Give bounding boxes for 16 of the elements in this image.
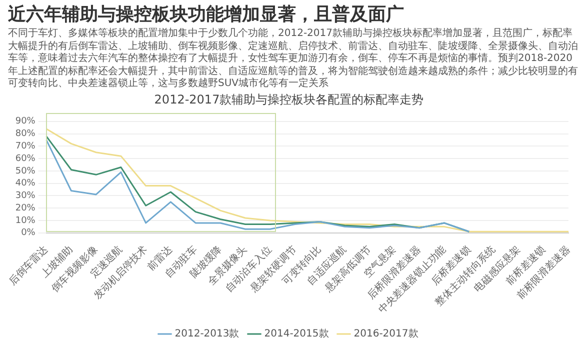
chart-title: 近六年辅助与操控板块功能增加显著，且普及面广 xyxy=(8,4,405,26)
text: 2012-2017款辅助与操控板块各配置的标配率走势 xyxy=(154,92,424,106)
y-tick-label: 50% xyxy=(15,166,36,176)
legend-label: 2016-2017款 xyxy=(354,328,418,340)
legend-label: 2014-2015款 xyxy=(264,328,329,340)
y-tick-label: 10% xyxy=(15,215,36,226)
chart-subtitle: 不同于车灯、多媒体等板块的配置增加集中于少数几个功能，2012-2017款辅助与操控板块标配率增加显著，且范围广，标配率大幅提升的有后倒车雷达、上坡辅助、倒车视频影像、定速巡航、启停技术、前雷达、自动驻车、陡坡缓降、全景摄像头、自动泊车等，意味着过去六年汽车的整体操控有了大幅提升，女性驾车更加游刃有余，倒车、停车不再是烦恼的事情。预判2018-2020年上述配置的标配率还会大幅提升，其中前雷达、自适应巡航等的普及，将为智能驾驶创造越来越成熟的条件；减少比较明显的有可变转向比、中央差速器锁止等，这与多数越野SUV城市化等有一定关系 xyxy=(8,28,579,90)
y-tick-label: 80% xyxy=(15,128,36,139)
y-tick-label: 20% xyxy=(15,202,36,213)
y-tick-label: 90% xyxy=(15,116,36,126)
y-tick-label: 30% xyxy=(15,190,36,201)
y-tick-label: 40% xyxy=(15,178,36,188)
legend-label: 2012-2013款 xyxy=(174,328,240,340)
y-tick-label: 0% xyxy=(21,228,36,238)
y-tick-label: 70% xyxy=(15,141,36,152)
y-tick-label: 60% xyxy=(15,153,36,164)
